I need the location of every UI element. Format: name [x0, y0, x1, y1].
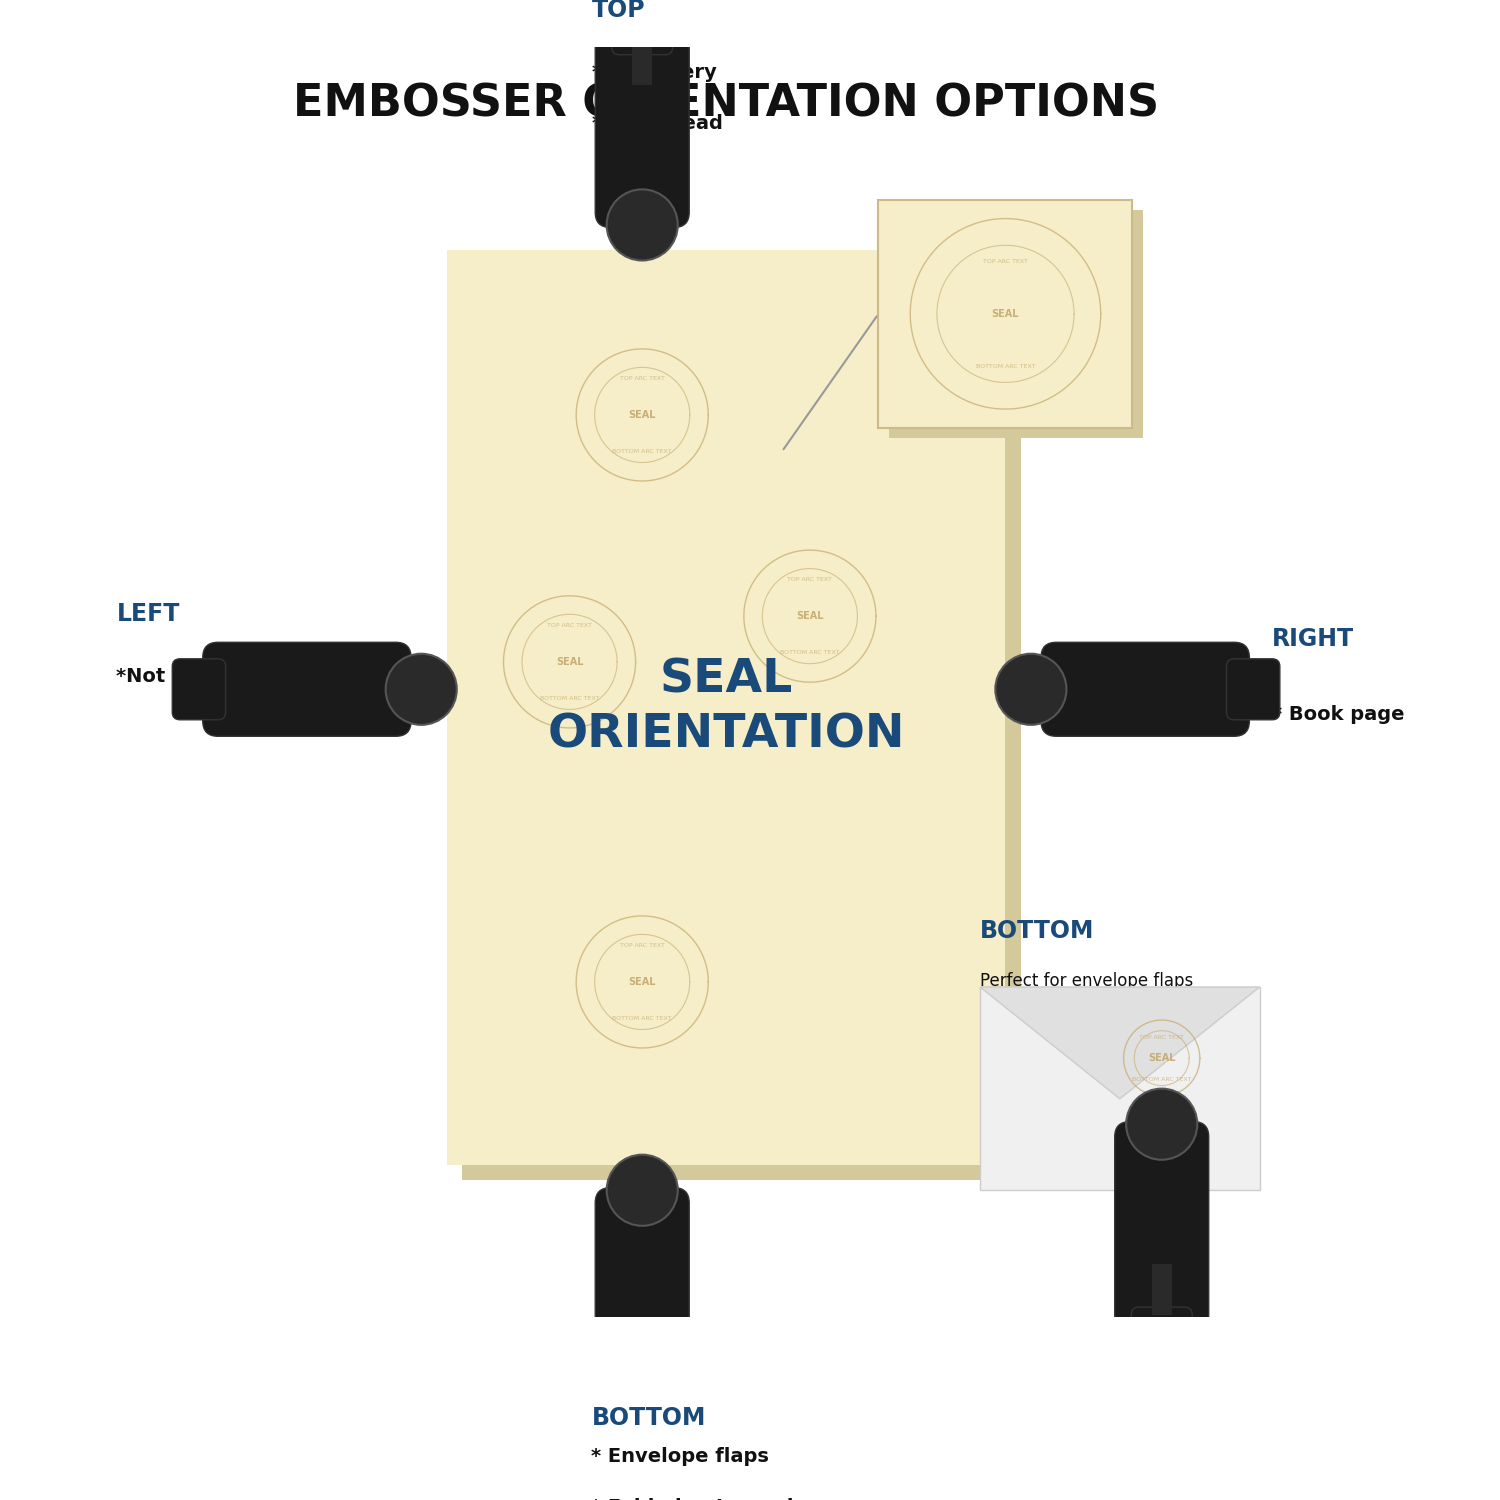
FancyBboxPatch shape	[1131, 1306, 1192, 1360]
Text: EMBOSSER ORIENTATION OPTIONS: EMBOSSER ORIENTATION OPTIONS	[292, 82, 1160, 126]
Text: or bottom of page seals: or bottom of page seals	[980, 1017, 1178, 1035]
Text: SEAL: SEAL	[628, 976, 656, 987]
Text: SEAL: SEAL	[992, 309, 1018, 320]
Text: Perfect for envelope flaps: Perfect for envelope flaps	[980, 972, 1194, 990]
Text: SEAL
ORIENTATION: SEAL ORIENTATION	[548, 657, 904, 758]
Text: LEFT: LEFT	[117, 602, 180, 625]
FancyBboxPatch shape	[632, 1330, 652, 1382]
Text: SEAL: SEAL	[556, 657, 584, 668]
Text: SEAL: SEAL	[796, 610, 824, 621]
FancyBboxPatch shape	[1041, 642, 1250, 736]
FancyBboxPatch shape	[596, 20, 688, 228]
FancyBboxPatch shape	[1152, 1264, 1172, 1314]
Text: * Book page: * Book page	[1272, 705, 1404, 724]
Text: SEAL: SEAL	[1148, 1053, 1176, 1064]
Text: BOTTOM: BOTTOM	[980, 918, 1095, 942]
FancyBboxPatch shape	[612, 2, 672, 54]
Text: TOP: TOP	[591, 0, 645, 21]
Text: TOP ARC TEXT: TOP ARC TEXT	[620, 944, 664, 948]
FancyBboxPatch shape	[612, 1372, 672, 1426]
Text: BOTTOM ARC TEXT: BOTTOM ARC TEXT	[540, 696, 600, 700]
Text: BOTTOM ARC TEXT: BOTTOM ARC TEXT	[1132, 1077, 1191, 1082]
Text: *Not Common: *Not Common	[117, 668, 268, 686]
Text: * Folded note cards: * Folded note cards	[591, 1498, 806, 1500]
Circle shape	[996, 654, 1066, 724]
Text: SEAL: SEAL	[628, 410, 656, 420]
FancyBboxPatch shape	[888, 210, 1143, 438]
Text: TOP ARC TEXT: TOP ARC TEXT	[788, 578, 832, 582]
FancyBboxPatch shape	[1114, 1122, 1209, 1330]
FancyBboxPatch shape	[596, 1188, 688, 1396]
Circle shape	[606, 189, 678, 261]
Text: TOP ARC TEXT: TOP ARC TEXT	[548, 622, 592, 628]
Text: BOTTOM ARC TEXT: BOTTOM ARC TEXT	[975, 363, 1035, 369]
Circle shape	[1126, 1089, 1197, 1160]
Text: RIGHT: RIGHT	[1272, 627, 1354, 651]
Text: TOP ARC TEXT: TOP ARC TEXT	[1140, 1035, 1184, 1040]
Text: TOP ARC TEXT: TOP ARC TEXT	[620, 376, 664, 381]
Text: BOTTOM ARC TEXT: BOTTOM ARC TEXT	[780, 650, 840, 656]
FancyBboxPatch shape	[447, 251, 1005, 1166]
FancyBboxPatch shape	[172, 658, 225, 720]
Text: *Stationery: *Stationery	[591, 63, 717, 82]
FancyBboxPatch shape	[462, 266, 1020, 1180]
Text: TOP ARC TEXT: TOP ARC TEXT	[982, 260, 1028, 264]
Text: BOTTOM: BOTTOM	[591, 1406, 706, 1429]
FancyBboxPatch shape	[879, 200, 1132, 427]
FancyBboxPatch shape	[202, 642, 411, 736]
Polygon shape	[980, 987, 1260, 1100]
Text: * Envelope flaps: * Envelope flaps	[591, 1448, 770, 1467]
Circle shape	[606, 1155, 678, 1226]
Circle shape	[386, 654, 458, 724]
FancyBboxPatch shape	[1227, 658, 1280, 720]
FancyBboxPatch shape	[980, 987, 1260, 1190]
Text: *Letterhead: *Letterhead	[591, 114, 723, 134]
FancyBboxPatch shape	[632, 34, 652, 86]
Text: BOTTOM ARC TEXT: BOTTOM ARC TEXT	[612, 1016, 672, 1022]
Text: BOTTOM ARC TEXT: BOTTOM ARC TEXT	[612, 448, 672, 454]
